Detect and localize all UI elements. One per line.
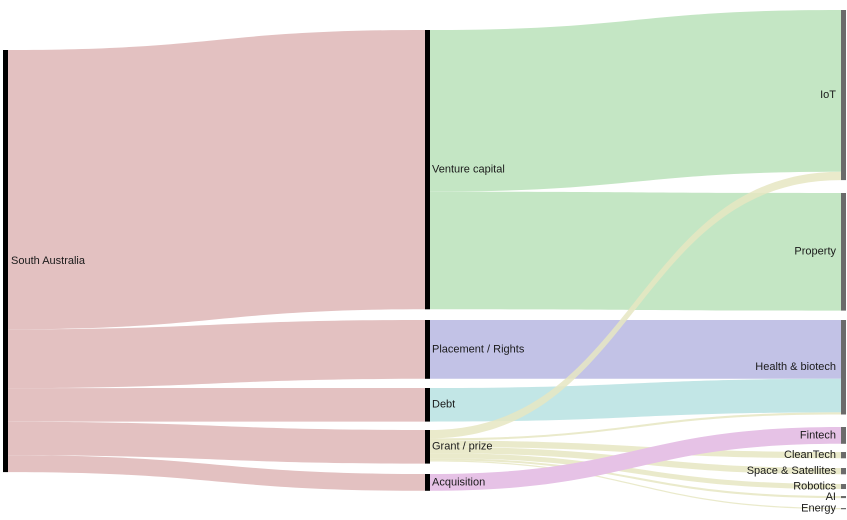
flow-south-australia-to-venture-capital	[8, 30, 425, 330]
flow-south-australia-to-acquisition	[8, 455, 425, 491]
node-placement-rights	[425, 320, 430, 379]
flow-south-australia-to-grant-prize	[8, 421, 425, 464]
flow-grant-to-iot	[430, 171, 841, 439]
label-debt: Debt	[432, 399, 455, 411]
label-grant-prize: Grant / prize	[432, 441, 493, 453]
flow-vc-to-iot	[430, 10, 841, 192]
label-robotics: Robotics	[793, 480, 836, 492]
node-venture-capital	[425, 30, 430, 310]
node-space-satellites	[841, 468, 846, 475]
node-iot	[841, 10, 846, 181]
flow-acq-to-fintech	[430, 427, 841, 491]
node-debt	[425, 388, 430, 422]
label-space-satellites: Space & Satellites	[747, 465, 837, 477]
label-iot: IoT	[820, 89, 836, 101]
flow-placement-to-health	[430, 320, 841, 379]
node-energy	[841, 508, 846, 510]
flow-vc-to-property	[430, 191, 841, 311]
diagram-nodes	[3, 10, 846, 510]
node-health-biotech	[841, 320, 846, 415]
diagram-labels: South Australia Venture capital Placement …	[11, 89, 837, 515]
label-fintech: Fintech	[800, 429, 836, 441]
flow-grant-to-energy	[430, 460, 841, 510]
node-fintech	[841, 427, 846, 444]
flow-south-australia-to-debt	[8, 388, 425, 422]
flow-grant-to-ai	[430, 458, 841, 499]
node-south-australia	[3, 50, 8, 473]
label-energy: Energy	[801, 503, 836, 515]
flow-south-australia-to-placement-rights	[8, 320, 425, 389]
flow-grant-to-health	[430, 412, 841, 441]
node-cleantech	[841, 452, 846, 459]
node-acquisition	[425, 474, 430, 491]
node-grant-prize	[425, 430, 430, 464]
flow-grant-to-cleantech	[430, 440, 841, 459]
label-south-australia: South Australia	[11, 255, 86, 267]
node-property	[841, 193, 846, 311]
label-property: Property	[794, 246, 836, 258]
label-placement-rights: Placement / Rights	[432, 343, 525, 355]
label-acquisition: Acquisition	[432, 476, 485, 488]
label-cleantech: CleanTech	[784, 449, 836, 461]
flow-links	[8, 10, 841, 510]
label-ai: AI	[826, 491, 836, 503]
node-ai	[841, 496, 846, 499]
flow-grant-to-robotics	[430, 453, 841, 490]
node-robotics	[841, 484, 846, 490]
label-health-biotech: Health & biotech	[755, 361, 836, 373]
label-venture-capital: Venture capital	[432, 164, 505, 176]
